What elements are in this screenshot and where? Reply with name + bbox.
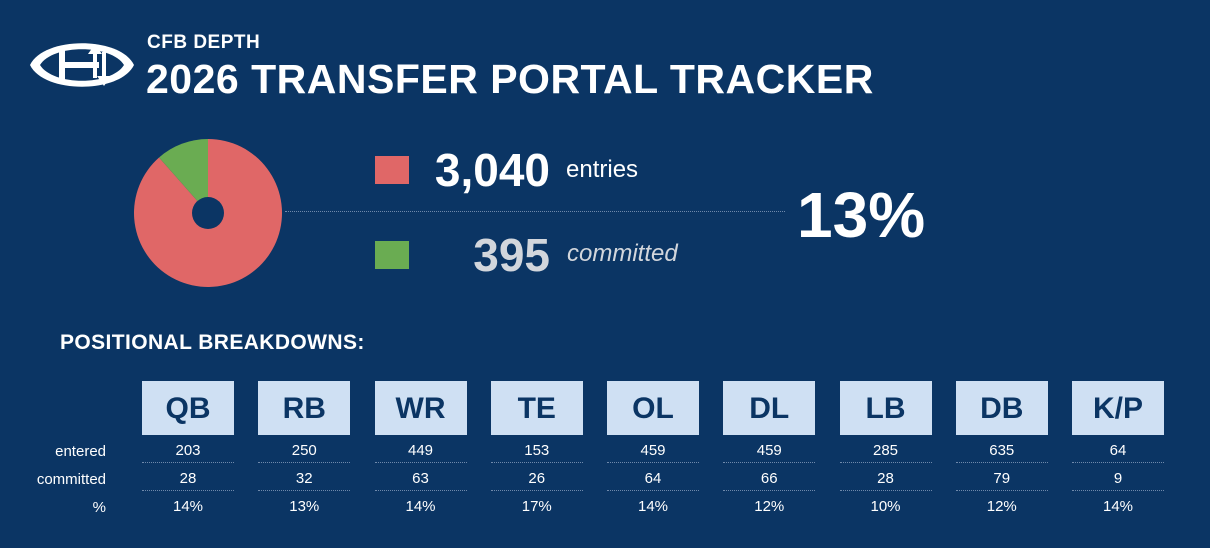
section-title: POSITIONAL BREAKDOWNS: (60, 331, 365, 354)
committed-value: 26 (490, 468, 583, 491)
position-header: LB (839, 381, 932, 435)
committed-value: 79 (955, 468, 1048, 491)
row-label-entered: entered (55, 443, 106, 460)
entered-value: 203 (142, 440, 234, 463)
position-header: DB (955, 381, 1048, 435)
row-label-committed: committed (36, 471, 106, 488)
position-column-qb: QB 203 28 14% (142, 381, 234, 515)
brand-name: CFB DEPTH (147, 32, 261, 53)
percent-value: 14% (172, 498, 204, 515)
entered-value: 635 (955, 440, 1048, 463)
entries-label: entries (566, 156, 639, 183)
entered-value: 459 (723, 440, 816, 463)
entered-value: 250 (258, 440, 351, 463)
position-header: WR (374, 381, 467, 435)
entered-value: 153 (490, 440, 583, 463)
committed-value: 32 (258, 468, 351, 491)
pie-slice-committed (159, 139, 208, 213)
position-column-te: TE 153 26 17% (490, 381, 583, 515)
position-column-lb: LB 285 28 10% (839, 381, 932, 515)
percent-value: 10% (870, 498, 901, 515)
position-header: OL (607, 381, 699, 435)
entries-legend-swatch (375, 156, 409, 184)
position-column-dl: DL 459 66 12% (723, 381, 816, 515)
position-header: RB (258, 381, 351, 435)
committed-label: committed (567, 240, 678, 267)
page-title: 2026 TRANSFER PORTAL TRACKER (146, 56, 874, 102)
committed-value: 63 (374, 468, 467, 491)
portal-pie-chart (133, 139, 282, 287)
committed-value: 66 (723, 468, 816, 491)
cfb-depth-logo-icon (30, 43, 134, 87)
percent-value: 14% (1102, 498, 1134, 515)
position-column-db: DB 635 79 12% (955, 381, 1048, 515)
pie-hole (192, 197, 224, 229)
entered-value: 64 (1072, 440, 1164, 463)
position-header: QB (142, 381, 234, 435)
committed-value: 28 (142, 468, 234, 491)
position-column-rb: RB 250 32 13% (258, 381, 351, 515)
position-column-kp: K/P 64 9 14% (1072, 381, 1164, 515)
committed-count: 395 (473, 229, 550, 281)
committed-value: 9 (1072, 468, 1164, 491)
position-header: TE (490, 381, 583, 435)
entered-value: 459 (607, 440, 699, 463)
entries-count: 3,040 (434, 144, 550, 196)
percent-value: 13% (289, 498, 320, 515)
position-header: K/P (1072, 381, 1164, 435)
percent-value: 12% (754, 498, 785, 515)
position-header: DL (723, 381, 816, 435)
percent-value: 17% (521, 498, 552, 515)
entered-value: 449 (374, 440, 467, 463)
committed-value: 64 (607, 468, 699, 491)
committed-legend-swatch (375, 241, 409, 269)
percent-value: 14% (637, 498, 669, 515)
committed-value: 28 (839, 468, 932, 491)
commit-percentage: 13% (797, 179, 926, 251)
percent-value: 14% (405, 498, 436, 515)
connector-line (285, 211, 785, 212)
entered-value: 285 (839, 440, 932, 463)
position-column-wr: WR 449 63 14% (374, 381, 467, 515)
row-label-percent: % (92, 499, 106, 516)
position-column-ol: OL 459 64 14% (607, 381, 699, 515)
percent-value: 12% (986, 498, 1017, 515)
